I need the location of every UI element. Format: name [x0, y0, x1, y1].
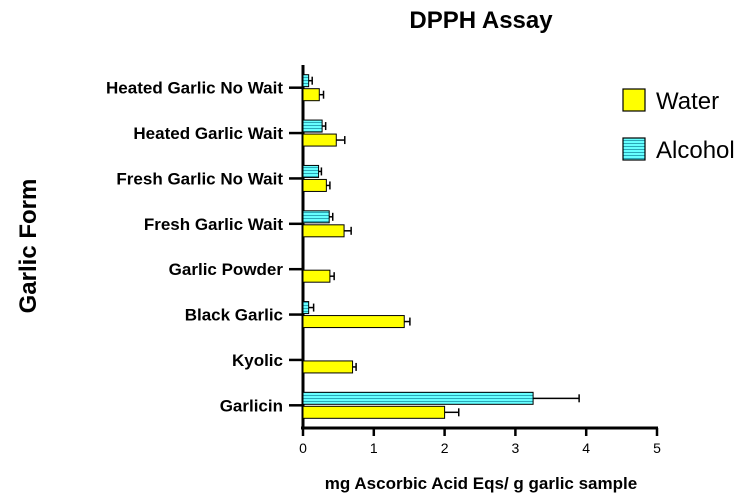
bar-water — [302, 269, 331, 283]
x-tick-label: 3 — [512, 440, 520, 456]
category-label: Black Garlic — [185, 306, 283, 325]
bar-water — [302, 405, 446, 419]
bar-alcohol — [302, 119, 323, 133]
bar-water — [302, 224, 345, 238]
bar-alcohol — [302, 164, 320, 178]
category-label: Fresh Garlic No Wait — [116, 169, 283, 188]
category-label: Heated Garlic No Wait — [106, 79, 283, 98]
bar-alcohol — [302, 301, 310, 315]
legend: Water Alcohol — [622, 88, 735, 164]
x-tick-label: 4 — [582, 440, 590, 456]
legend-label-alcohol: Alcohol — [656, 137, 735, 164]
bar-alcohol — [302, 391, 534, 405]
legend-swatch-water — [622, 88, 646, 112]
category-label: Kyolic — [232, 351, 283, 370]
legend-swatch-alcohol — [622, 137, 646, 161]
legend-label-water: Water — [656, 88, 719, 115]
bar-alcohol — [302, 210, 330, 224]
x-tick-label: 1 — [370, 440, 378, 456]
bar-water — [302, 178, 327, 192]
bar-water — [302, 360, 354, 374]
chart-title: DPPH Assay — [409, 7, 553, 34]
category-label: Garlicin — [220, 396, 283, 415]
category-label: Garlic Powder — [169, 260, 284, 279]
y-axis-label: Garlic Form — [15, 179, 42, 314]
x-tick-label: 0 — [299, 440, 307, 456]
category-label: Fresh Garlic Wait — [144, 215, 284, 234]
bar-alcohol — [302, 74, 310, 88]
x-axis-label: mg Ascorbic Acid Eqs/ g garlic sample — [325, 474, 637, 493]
x-tick-label: 2 — [441, 440, 449, 456]
plot-area: 0 1 2 3 4 5 Garlicin Kyolic Black Garlic Garlic P… — [106, 65, 661, 456]
bar-water — [302, 315, 405, 329]
bar-water — [302, 133, 337, 147]
bar-water — [302, 88, 320, 102]
category-label: Heated Garlic Wait — [133, 124, 283, 143]
x-tick-label: 5 — [653, 440, 661, 456]
